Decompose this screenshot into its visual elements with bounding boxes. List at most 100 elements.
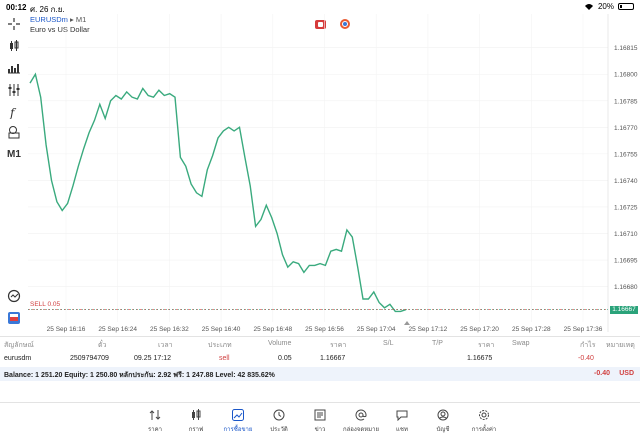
nav-label: ราคา (148, 427, 162, 433)
indicators-icon[interactable] (6, 82, 22, 98)
y-tick-label: 1.16740 (614, 178, 638, 185)
col-volume: Volume (268, 340, 292, 347)
nav-label: ประวัติ (270, 427, 288, 433)
timeframe-button[interactable]: M1 (7, 148, 21, 160)
nav-chat[interactable]: แชท (382, 409, 422, 434)
status-date: ศ. 26 ก.ย. (30, 5, 65, 14)
nav-account[interactable]: บัญชี (423, 409, 463, 434)
x-tick-label: 25 Sep 17:36 (564, 326, 603, 333)
candles-icon[interactable] (6, 38, 22, 54)
col-sl: S/L (383, 340, 394, 347)
x-tick-label: 25 Sep 16:56 (305, 326, 344, 333)
status-right: 20% (584, 2, 634, 11)
nav-mailbox[interactable]: กล่องจดหมาย (341, 409, 381, 434)
bars-icon[interactable] (6, 60, 22, 76)
col-comment: หมายเหตุ (606, 342, 635, 349)
x-tick-label: 25 Sep 16:16 (47, 326, 86, 333)
y-tick-label: 1.16785 (614, 98, 638, 105)
col-symbol: สัญลักษณ์ (4, 342, 34, 349)
row-current-price: 1.16675 (467, 355, 493, 362)
y-tick-label: 1.16815 (614, 45, 638, 52)
nav-label: การซื้อขาย (223, 427, 253, 433)
account-icon (437, 409, 449, 421)
news-icon (314, 409, 326, 421)
x-tick-label: 25 Sep 17:20 (460, 326, 499, 333)
mail-icon (355, 409, 367, 421)
table-row[interactable]: eurusdm 2509794709 09.25 17:12 sell 0.05… (0, 352, 640, 366)
symbol-description: Euro vs US Dollar (30, 25, 90, 34)
col-ticket: ตั๋ว (98, 342, 107, 349)
crosshair-icon[interactable] (6, 16, 22, 32)
clock-icon[interactable] (6, 288, 22, 304)
chart-toolbar: f M1 (0, 14, 28, 332)
chart-icon (192, 409, 201, 420)
balance-text: Balance: 1 251.20 Equity: 1 250.80 หลักป… (4, 372, 275, 379)
nav-news[interactable]: ข่าว (300, 409, 340, 434)
history-icon (273, 409, 285, 421)
row-profit: -0.40 (578, 355, 594, 362)
status-bar: 00:12 ศ. 26 ก.ย. 20% (0, 0, 640, 14)
x-tick-label: 25 Sep 16:24 (98, 326, 137, 333)
trade-icon (232, 409, 244, 421)
settings-icon (479, 410, 489, 420)
nav-trade[interactable]: การซื้อขาย (218, 409, 258, 434)
nav-label: บัญชี (436, 427, 450, 433)
nav-quotes[interactable]: ราคา (135, 409, 175, 434)
col-type: ประเภท (208, 342, 232, 349)
y-tick-label: 1.16800 (614, 72, 638, 79)
nav-label: การตั้งค่า (471, 427, 497, 433)
y-tick-label: 1.16755 (614, 151, 638, 158)
nav-settings[interactable]: การตั้งค่า (464, 409, 504, 434)
status-time: 00:12 (6, 3, 27, 12)
x-tick-label: 25 Sep 17:28 (512, 326, 551, 333)
function-icon[interactable]: f (6, 104, 22, 120)
bottom-nav: ราคา กราฟ การซื้อขาย ประวัติ ข่าว กล่องจ… (0, 402, 640, 447)
y-tick-label: 1.16725 (614, 204, 638, 211)
x-tick-label: 25 Sep 16:40 (202, 326, 241, 333)
positions-header: สัญลักษณ์ ตั๋ว เวลา ประเภท Volume ราคา S… (0, 336, 640, 350)
nav-chart[interactable]: กราฟ (176, 409, 216, 434)
x-tick-label: 25 Sep 17:12 (409, 326, 448, 333)
y-tick-label: 1.16770 (614, 125, 638, 132)
symbol-name[interactable]: EURUSDm (30, 15, 68, 24)
usd-flag-icon[interactable] (315, 20, 326, 29)
nav-label: กล่องจดหมาย (342, 427, 380, 433)
nav-history[interactable]: ประวัติ (259, 409, 299, 434)
objects-icon[interactable] (6, 124, 22, 140)
col-price: ราคา (330, 342, 347, 349)
eur-flag-icon[interactable] (340, 19, 350, 29)
balance-profit: -0.40 (594, 370, 610, 377)
chart-shift-marker (404, 321, 410, 325)
nav-label: แชท (396, 427, 408, 433)
nav-label: กราฟ (188, 427, 204, 433)
symbol-header: EURUSDm ▸ M1 Euro vs US Dollar (30, 15, 90, 35)
price-line (29, 72, 407, 313)
y-tick-label: 1.16680 (614, 284, 638, 291)
battery-percent: 20% (597, 2, 614, 11)
balance-bar: Balance: 1 251.20 Equity: 1 250.80 หลักป… (0, 367, 640, 381)
col-tp: T/P (432, 340, 443, 347)
row-time: 09.25 17:12 (134, 355, 171, 362)
x-tick-label: 25 Sep 16:32 (150, 326, 189, 333)
trade-icon[interactable] (6, 310, 22, 326)
balance-currency: USD (619, 370, 634, 377)
battery-icon (618, 3, 634, 10)
col-time: เวลา (158, 342, 173, 349)
wifi-icon (584, 4, 593, 10)
col-current-price: ราคา (478, 342, 495, 349)
row-open-price: 1.16667 (320, 355, 346, 362)
x-tick-label: 25 Sep 16:48 (253, 326, 292, 333)
svg-text:f: f (9, 106, 17, 119)
y-tick-label: 1.16695 (614, 258, 638, 265)
nav-label: ข่าว (314, 427, 326, 433)
row-symbol: eurusdm (4, 355, 32, 362)
quotes-icon (149, 410, 161, 420)
sell-line-label: SELL 0.05 (30, 300, 61, 308)
col-swap: Swap (512, 340, 530, 347)
row-type: sell (219, 355, 230, 362)
timeframe-arrow: ▸ (70, 15, 74, 24)
y-tick-label: 1.16710 (614, 231, 638, 238)
symbol-timeframe: M1 (75, 15, 87, 24)
current-price-tag: 1.16667 (610, 305, 638, 314)
